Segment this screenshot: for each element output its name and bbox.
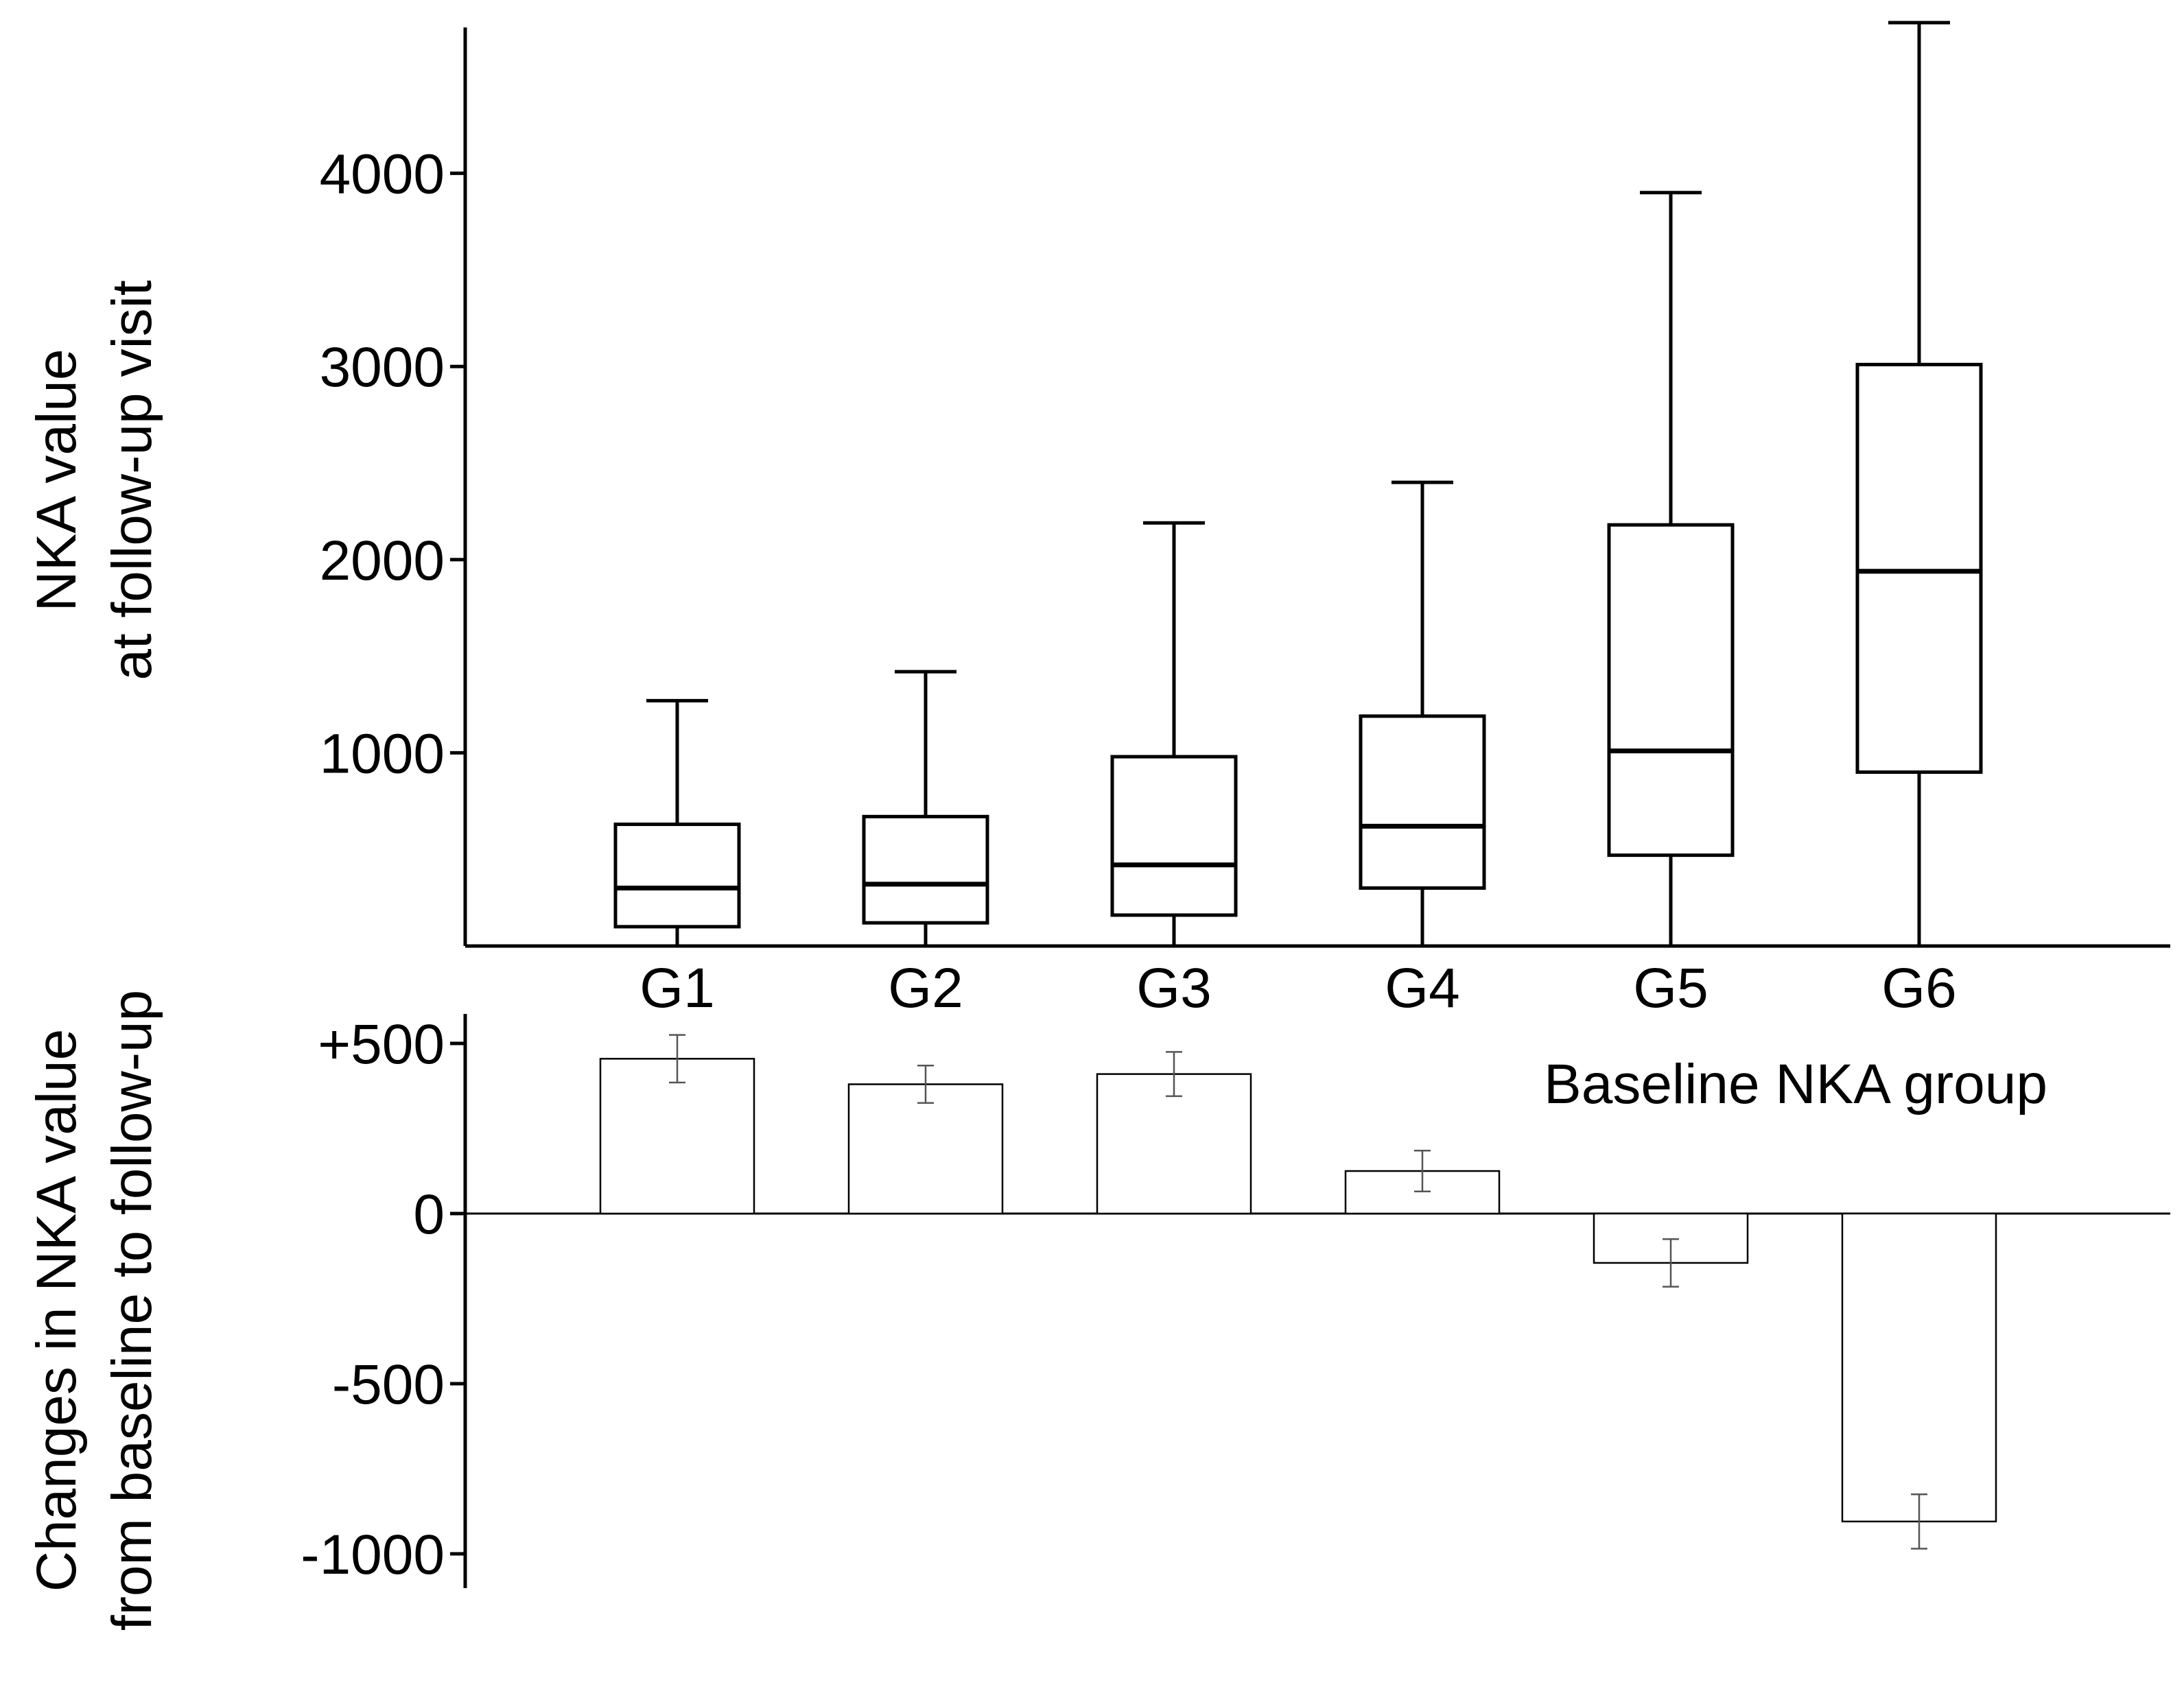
box-g2 — [862, 814, 989, 925]
box-g4 — [1359, 714, 1486, 890]
bottom-y-axis-title-line2: from baseline to follow-up — [101, 990, 163, 1631]
top-y-axis-title-line2: at follow-up visit — [101, 280, 163, 681]
category-label-g1: G1 — [639, 957, 714, 1019]
top-y-axis-title-line1: NKA value — [25, 349, 88, 612]
top-y-tick-label: 3000 — [320, 336, 445, 399]
category-labels: G1 G2 G3 G4 G5 G6 — [639, 957, 1956, 1019]
bottom-y-tick-label: -500 — [332, 1354, 445, 1416]
top-y-tick-label: 2000 — [320, 530, 445, 592]
category-label-g5: G5 — [1633, 957, 1708, 1019]
bar-g6 — [1841, 1212, 1997, 1523]
bar-g2 — [847, 1083, 1004, 1215]
box-g5 — [1607, 523, 1735, 858]
bar-g3 — [1096, 1073, 1252, 1215]
box-g6 — [1855, 362, 1983, 775]
top-y-tick-label: 1000 — [320, 722, 445, 785]
box-plot-panel: 1000 2000 3000 4000 — [320, 21, 2170, 948]
box-g3 — [1110, 755, 1238, 917]
bottom-y-axis-title-line1: Changes in NKA value — [25, 1029, 88, 1592]
bar-g1 — [599, 1058, 755, 1215]
bottom-y-tick-label: +500 — [318, 1013, 445, 1076]
top-y-tick-label: 4000 — [320, 143, 445, 206]
category-label-g3: G3 — [1136, 957, 1211, 1019]
category-label-g2: G2 — [888, 957, 963, 1019]
bar-chart-panel: +500 0 -500 -1000 — [301, 1013, 2170, 1588]
box-g1 — [613, 823, 741, 929]
bottom-y-tick-label: -1000 — [301, 1524, 445, 1586]
bottom-y-tick-label: 0 — [413, 1183, 445, 1246]
category-label-g4: G4 — [1385, 957, 1459, 1019]
category-label-g6: G6 — [1881, 957, 1956, 1019]
x-axis-title: Baseline NKA group — [1544, 1053, 2047, 1115]
